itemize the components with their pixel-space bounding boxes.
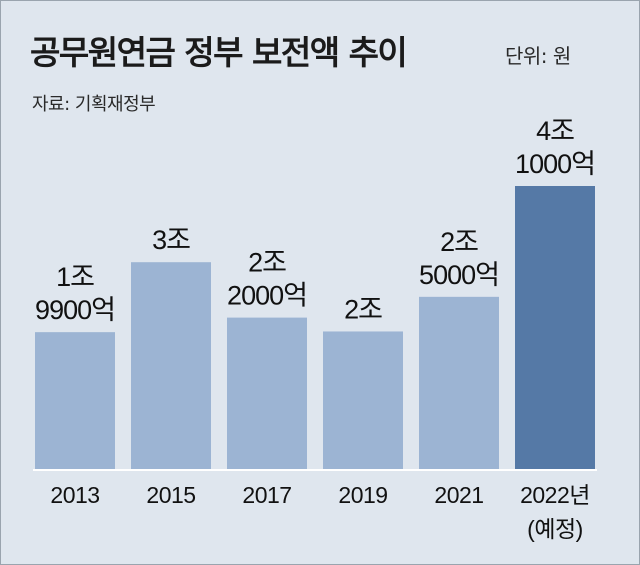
data-label-1: 3조 [152,225,190,255]
data-label-4: 2조 5000억 [419,227,499,290]
bar-5 [515,186,595,470]
bar-2 [227,317,307,470]
data-label-5: 4조 1000억 [515,116,595,179]
bar-4 [419,296,499,470]
x-tick-label-2: 2017 [242,482,291,508]
x-tick-label-3: 2019 [338,482,387,508]
data-label-2: 2조 2000억 [227,248,307,311]
data-label-0: 1조 9900억 [35,262,115,325]
x-tick-label-5: 2022년 (예정) [520,482,590,542]
x-tick-label-4: 2021 [434,482,483,508]
data-label-3: 2조 [344,294,382,324]
chart-title: 공무원연금 정부 보전액 추이 [30,33,408,72]
bar-0 [35,332,115,470]
source-label: 자료: 기획재정부 [32,94,156,115]
x-tick-label-1: 2015 [146,482,195,508]
bar-3 [323,331,403,470]
bar-1 [131,262,211,470]
unit-label: 단위: 원 [505,44,571,68]
x-tick-label-0: 2013 [50,482,99,508]
